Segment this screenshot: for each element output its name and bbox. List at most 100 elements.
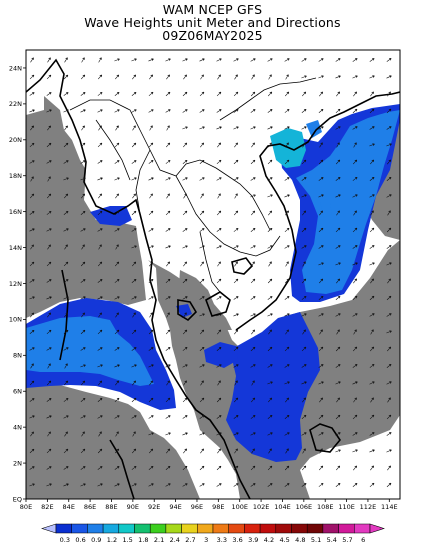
direction-arrow (80, 296, 86, 300)
lon-tick-label: 102E (253, 503, 270, 511)
direction-arrow (217, 380, 221, 386)
direction-arrow (29, 92, 35, 96)
direction-arrow (97, 364, 103, 368)
direction-arrow (80, 364, 86, 368)
direction-arrow (216, 364, 222, 368)
direction-arrow (352, 346, 358, 352)
direction-arrow (217, 448, 221, 454)
direction-arrow (387, 397, 391, 403)
direction-arrow (369, 313, 375, 317)
direction-arrow (97, 92, 103, 96)
direction-arrow (386, 108, 392, 114)
direction-arrow (46, 466, 52, 470)
direction-arrow (114, 261, 120, 267)
direction-arrow (183, 261, 187, 267)
direction-arrow (149, 312, 153, 318)
direction-arrow (233, 58, 239, 62)
direction-arrow (166, 74, 170, 80)
direction-arrow (148, 432, 154, 436)
direction-arrow (335, 346, 341, 352)
direction-arrow (318, 126, 324, 130)
direction-arrow (63, 296, 69, 300)
direction-arrow (233, 245, 239, 249)
direction-arrow (165, 210, 171, 216)
direction-arrow (301, 381, 307, 385)
lat-tick-label: 16N (9, 208, 22, 216)
direction-arrow (97, 160, 103, 164)
direction-arrow (80, 160, 86, 164)
direction-arrow (335, 414, 341, 420)
direction-arrow (165, 58, 171, 62)
direction-arrow (165, 278, 171, 284)
direction-arrow (81, 431, 85, 437)
colorbar-high-triangle (369, 523, 385, 534)
direction-arrow (182, 91, 188, 97)
direction-arrow (318, 381, 324, 385)
direction-arrow (63, 160, 69, 164)
direction-arrow (183, 142, 188, 148)
direction-arrow (352, 364, 358, 368)
direction-arrow (80, 483, 86, 487)
direction-arrow (369, 414, 375, 420)
direction-arrow (97, 279, 103, 283)
direction-arrow (335, 482, 341, 487)
direction-arrow (63, 210, 69, 215)
direction-arrow (97, 466, 103, 470)
direction-arrow (353, 465, 358, 471)
direction-arrow (250, 415, 256, 419)
lon-tick-label: 82E (41, 503, 53, 511)
direction-arrow (301, 465, 307, 471)
direction-arrow (284, 381, 290, 385)
direction-arrow (250, 313, 256, 317)
colorbar-swatch (244, 523, 261, 534)
colorbar-label: 4.8 (295, 536, 305, 544)
direction-arrow (148, 397, 154, 403)
direction-arrow (335, 295, 341, 300)
direction-arrow (29, 160, 35, 164)
direction-arrow (284, 91, 290, 97)
direction-arrow (285, 397, 290, 403)
direction-arrow (319, 142, 323, 148)
direction-arrow (148, 58, 154, 62)
direction-arrow (63, 347, 69, 351)
direction-arrow (250, 227, 256, 232)
direction-arrow (268, 397, 273, 403)
direction-arrow (217, 142, 221, 148)
direction-arrow (46, 92, 52, 96)
direction-arrow (114, 142, 120, 148)
direction-arrow (267, 227, 273, 232)
direction-arrow (80, 210, 86, 215)
direction-arrow (267, 58, 273, 62)
direction-arrow (114, 466, 120, 470)
lat-tick-label: 12N (9, 280, 22, 288)
colorbar-label: 5.1 (311, 536, 321, 544)
direction-arrow (369, 126, 375, 130)
direction-arrow (114, 177, 120, 181)
lat-tick-label: 8N (13, 352, 22, 360)
direction-arrow (387, 346, 392, 352)
direction-arrow (250, 109, 256, 113)
direction-arrow (370, 278, 374, 284)
direction-arrow (29, 398, 35, 402)
direction-arrow (216, 296, 222, 300)
direction-arrow (319, 91, 324, 97)
direction-arrow (233, 278, 239, 284)
direction-arrow (30, 244, 34, 250)
direction-arrow (199, 432, 205, 436)
direction-arrow (80, 92, 86, 96)
direction-arrow (165, 329, 171, 335)
direction-arrow (284, 278, 290, 284)
colorbar-swatch (322, 523, 339, 534)
direction-arrow (369, 295, 375, 301)
direction-arrow (63, 329, 69, 335)
direction-arrow (63, 261, 69, 267)
direction-arrow (47, 244, 51, 250)
direction-arrow (132, 380, 136, 386)
direction-arrow (182, 159, 188, 164)
direction-arrow (352, 227, 358, 233)
direction-arrow (114, 160, 120, 164)
colorbar-swatch (306, 523, 324, 534)
direction-arrow (301, 75, 307, 79)
direction-arrow (318, 313, 324, 317)
direction-arrow (386, 176, 392, 181)
